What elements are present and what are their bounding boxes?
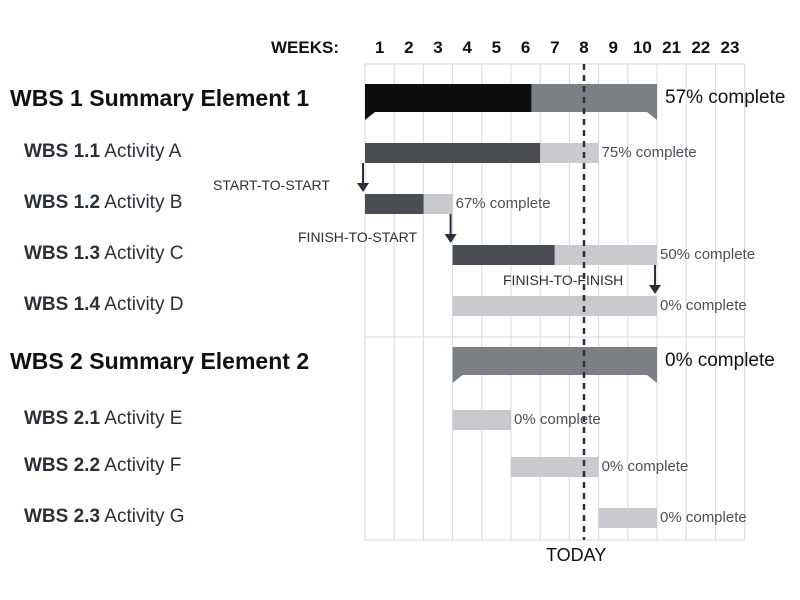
task-name: Activity G: [104, 506, 185, 527]
today-label: TODAY: [546, 545, 607, 565]
task-bar-remaining: [540, 143, 599, 163]
summary-bar-left-tab: [452, 375, 463, 383]
task-name: Activity E: [104, 408, 183, 429]
task-name: Activity A: [104, 141, 182, 162]
row-label: WBS 2 Summary Element 2: [10, 348, 309, 375]
wbs-id: WBS 2.2: [24, 455, 101, 476]
summary-bar-remaining: [452, 347, 657, 375]
row-label: WBS 1.1 Activity A: [24, 141, 181, 163]
wbs-id: WBS 2.1: [24, 408, 101, 429]
progress-label: 57% complete: [665, 87, 786, 108]
task-bar-progress: [452, 245, 555, 265]
task-bar-remaining: [452, 410, 511, 430]
row-label: WBS 1.4 Activity D: [24, 294, 183, 316]
week-tick-label: 5: [491, 38, 502, 57]
row-label: WBS 1.2 Activity B: [24, 192, 182, 214]
weeks-label: WEEKS:: [271, 38, 339, 57]
dependency-arrowhead: [649, 285, 661, 294]
row-label: WBS 2.3 Activity G: [24, 506, 185, 528]
wbs-id: WBS 2.3: [24, 506, 101, 527]
progress-label: 0% complete: [660, 297, 747, 314]
progress-label: 67% complete: [455, 195, 551, 212]
wbs-id: WBS 1.4: [24, 294, 101, 315]
week-tick-label: 2: [404, 38, 414, 57]
task-name: Activity C: [104, 243, 184, 264]
task-name: Summary Element 1: [89, 85, 310, 111]
wbs-id: WBS 1.1: [24, 141, 101, 162]
task-bar-remaining: [598, 508, 657, 528]
week-tick-label: 10: [632, 38, 652, 57]
dependency-label: FINISH-TO-FINISH: [503, 272, 624, 288]
progress-label: 0% complete: [660, 509, 747, 526]
progress-label: 0% complete: [665, 350, 775, 371]
task-name: Summary Element 2: [89, 348, 310, 374]
wbs-id: WBS 1.2: [24, 192, 101, 213]
task-bar-progress: [365, 194, 424, 214]
week-tick-label: 22: [691, 38, 711, 57]
wbs-id: WBS 1: [10, 85, 83, 111]
dependency-label: START-TO-START: [213, 177, 330, 193]
week-tick-label: 7: [550, 38, 560, 57]
wbs-id: WBS 2: [10, 348, 83, 374]
week-tick-label: 8: [579, 38, 589, 57]
task-name: Activity B: [104, 192, 183, 213]
task-name: Activity D: [104, 294, 184, 315]
task-bar-remaining: [423, 194, 453, 214]
week-tick-label: 23: [720, 38, 740, 57]
week-tick-label: 1: [374, 38, 385, 57]
dependency-arrowhead: [444, 234, 457, 243]
task-bar-remaining: [511, 457, 599, 477]
progress-label: 0% complete: [514, 411, 601, 428]
week-tick-label: 9: [608, 38, 618, 57]
week-tick-label: 6: [520, 38, 531, 57]
summary-bar-right-tab: [647, 375, 657, 383]
summary-bar-progress: [365, 84, 532, 112]
progress-label: 0% complete: [601, 458, 689, 475]
row-label: WBS 1.3 Activity C: [24, 243, 183, 265]
progress-label: 75% complete: [601, 144, 697, 161]
wbs-id: WBS 1.3: [24, 243, 101, 264]
row-label: WBS 2.2 Activity F: [24, 455, 181, 477]
progress-label: 50% complete: [660, 246, 756, 263]
task-name: Activity F: [104, 455, 182, 476]
week-tick-label: 4: [462, 38, 472, 57]
task-bar-remaining: [452, 296, 657, 316]
dependency-label: FINISH-TO-START: [298, 229, 417, 245]
summary-bar-left-tab: [365, 112, 375, 120]
task-bar-progress: [365, 143, 541, 163]
dependency-arrowhead: [357, 183, 369, 192]
task-bar-remaining: [554, 245, 657, 265]
summary-bar-right-tab: [647, 112, 657, 120]
week-tick-label: 21: [662, 38, 682, 57]
summary-bar-remaining: [531, 84, 657, 112]
week-tick-label: 3: [433, 38, 443, 57]
row-label: WBS 1 Summary Element 1: [10, 85, 309, 112]
row-label: WBS 2.1 Activity E: [24, 408, 182, 430]
